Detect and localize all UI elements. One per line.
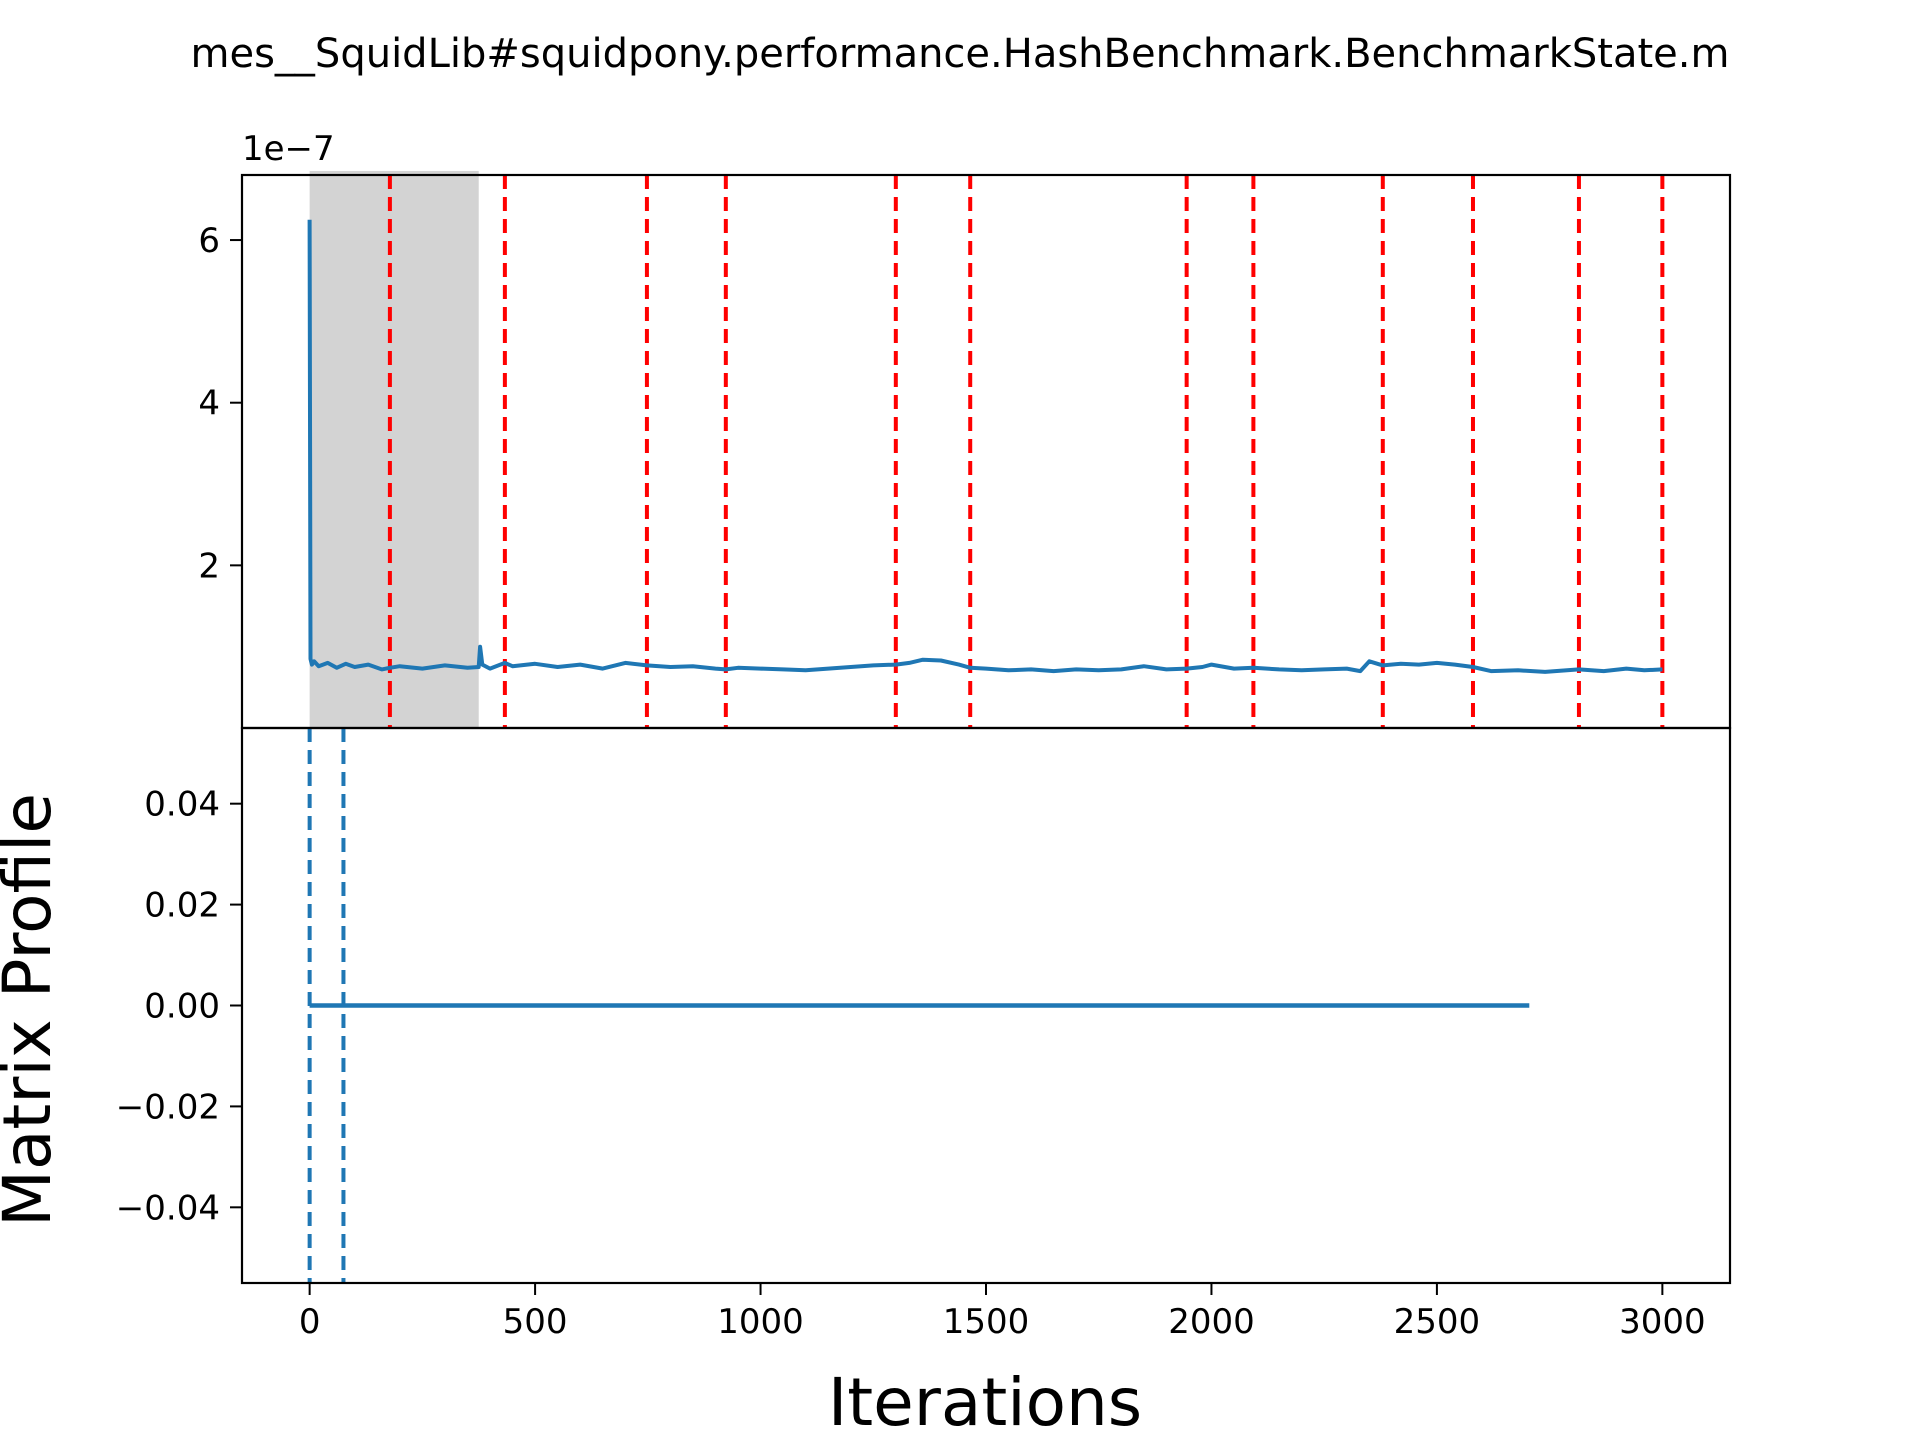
x-tick-label: 500 (503, 1302, 568, 1342)
y-tick-label: 2 (198, 546, 220, 586)
bottom-axes-frame (240, 726, 1732, 1285)
y-tick-label: 0.04 (144, 785, 220, 825)
y-tick-label: −0.02 (116, 1087, 220, 1127)
x-tick-label: 1500 (943, 1302, 1030, 1342)
top-plot: 2 4 6 (198, 170, 1732, 730)
series-line-0 (307, 219, 1663, 674)
y-tick-label: 4 (198, 384, 220, 424)
bottom-plot: 0.04 0.02 0.00 −0.02 −0.04 0 500 1000 1500 2000 2… (116, 726, 1732, 1342)
y-tick-label: 0.00 (144, 987, 220, 1027)
x-tick-label: 2000 (1168, 1302, 1255, 1342)
y-tick-label: −0.04 (116, 1188, 220, 1228)
bottom-y-ticks: 0.04 0.02 0.00 −0.02 −0.04 (116, 785, 242, 1228)
bottom-x-ticks: 0 500 1000 1500 2000 2500 3000 (299, 1283, 1706, 1342)
top-shaded-region (309, 170, 479, 728)
x-tick-label: 3000 (1619, 1302, 1706, 1342)
shaded-region (309, 170, 479, 728)
offset-text: 1e−7 (242, 129, 335, 169)
chart-title: mes__SquidLib#squidpony.performance.Hash… (191, 31, 1730, 77)
y-axis-label: Matrix Profile (0, 793, 66, 1227)
y-tick-label: 0.02 (144, 886, 220, 926)
x-tick-label: 2500 (1394, 1302, 1481, 1342)
top-series (307, 219, 1663, 674)
x-tick-label: 1000 (717, 1302, 804, 1342)
y-tick-label: 6 (198, 221, 220, 261)
x-tick-label: 0 (299, 1302, 321, 1342)
x-axis-label: Iterations (828, 1364, 1142, 1440)
top-change-points (387, 175, 1665, 728)
top-y-ticks: 2 4 6 (198, 221, 242, 586)
